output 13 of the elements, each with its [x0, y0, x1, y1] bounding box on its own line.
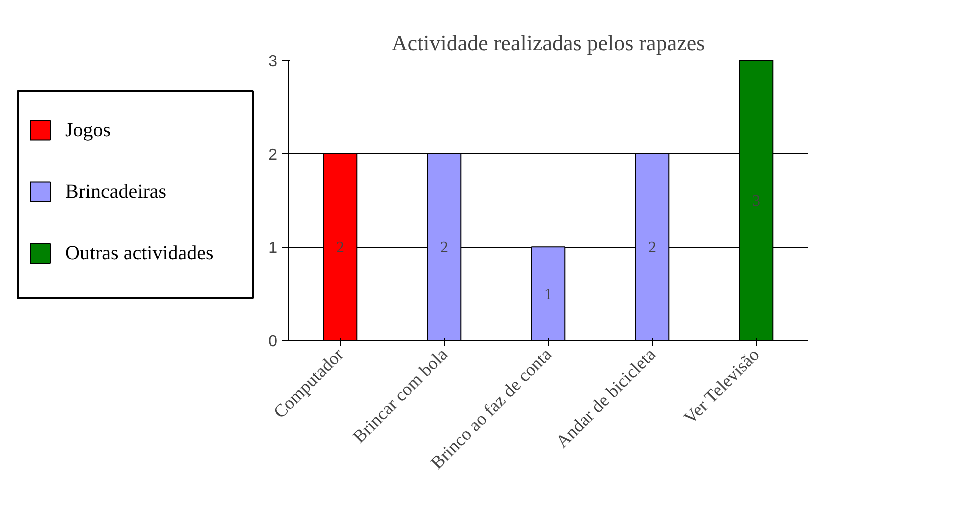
data-label: 2: [648, 240, 656, 257]
data-label: 3: [752, 193, 760, 210]
data-label: 2: [440, 240, 448, 257]
y-tick-label: 1: [268, 240, 278, 258]
y-tick-label: 0: [268, 334, 278, 350]
chart-title: Actividade realizadas pelos rapazes: [392, 30, 706, 56]
y-tick-label: 3: [268, 54, 278, 70]
legend-label: Brincadeiras: [66, 181, 167, 204]
y-tick-label: 2: [268, 146, 278, 164]
legend-label: Outras actividades: [66, 242, 214, 265]
legend-label: Jogos: [66, 120, 112, 142]
data-label: 1: [544, 286, 552, 304]
data-label: 2: [336, 240, 344, 257]
